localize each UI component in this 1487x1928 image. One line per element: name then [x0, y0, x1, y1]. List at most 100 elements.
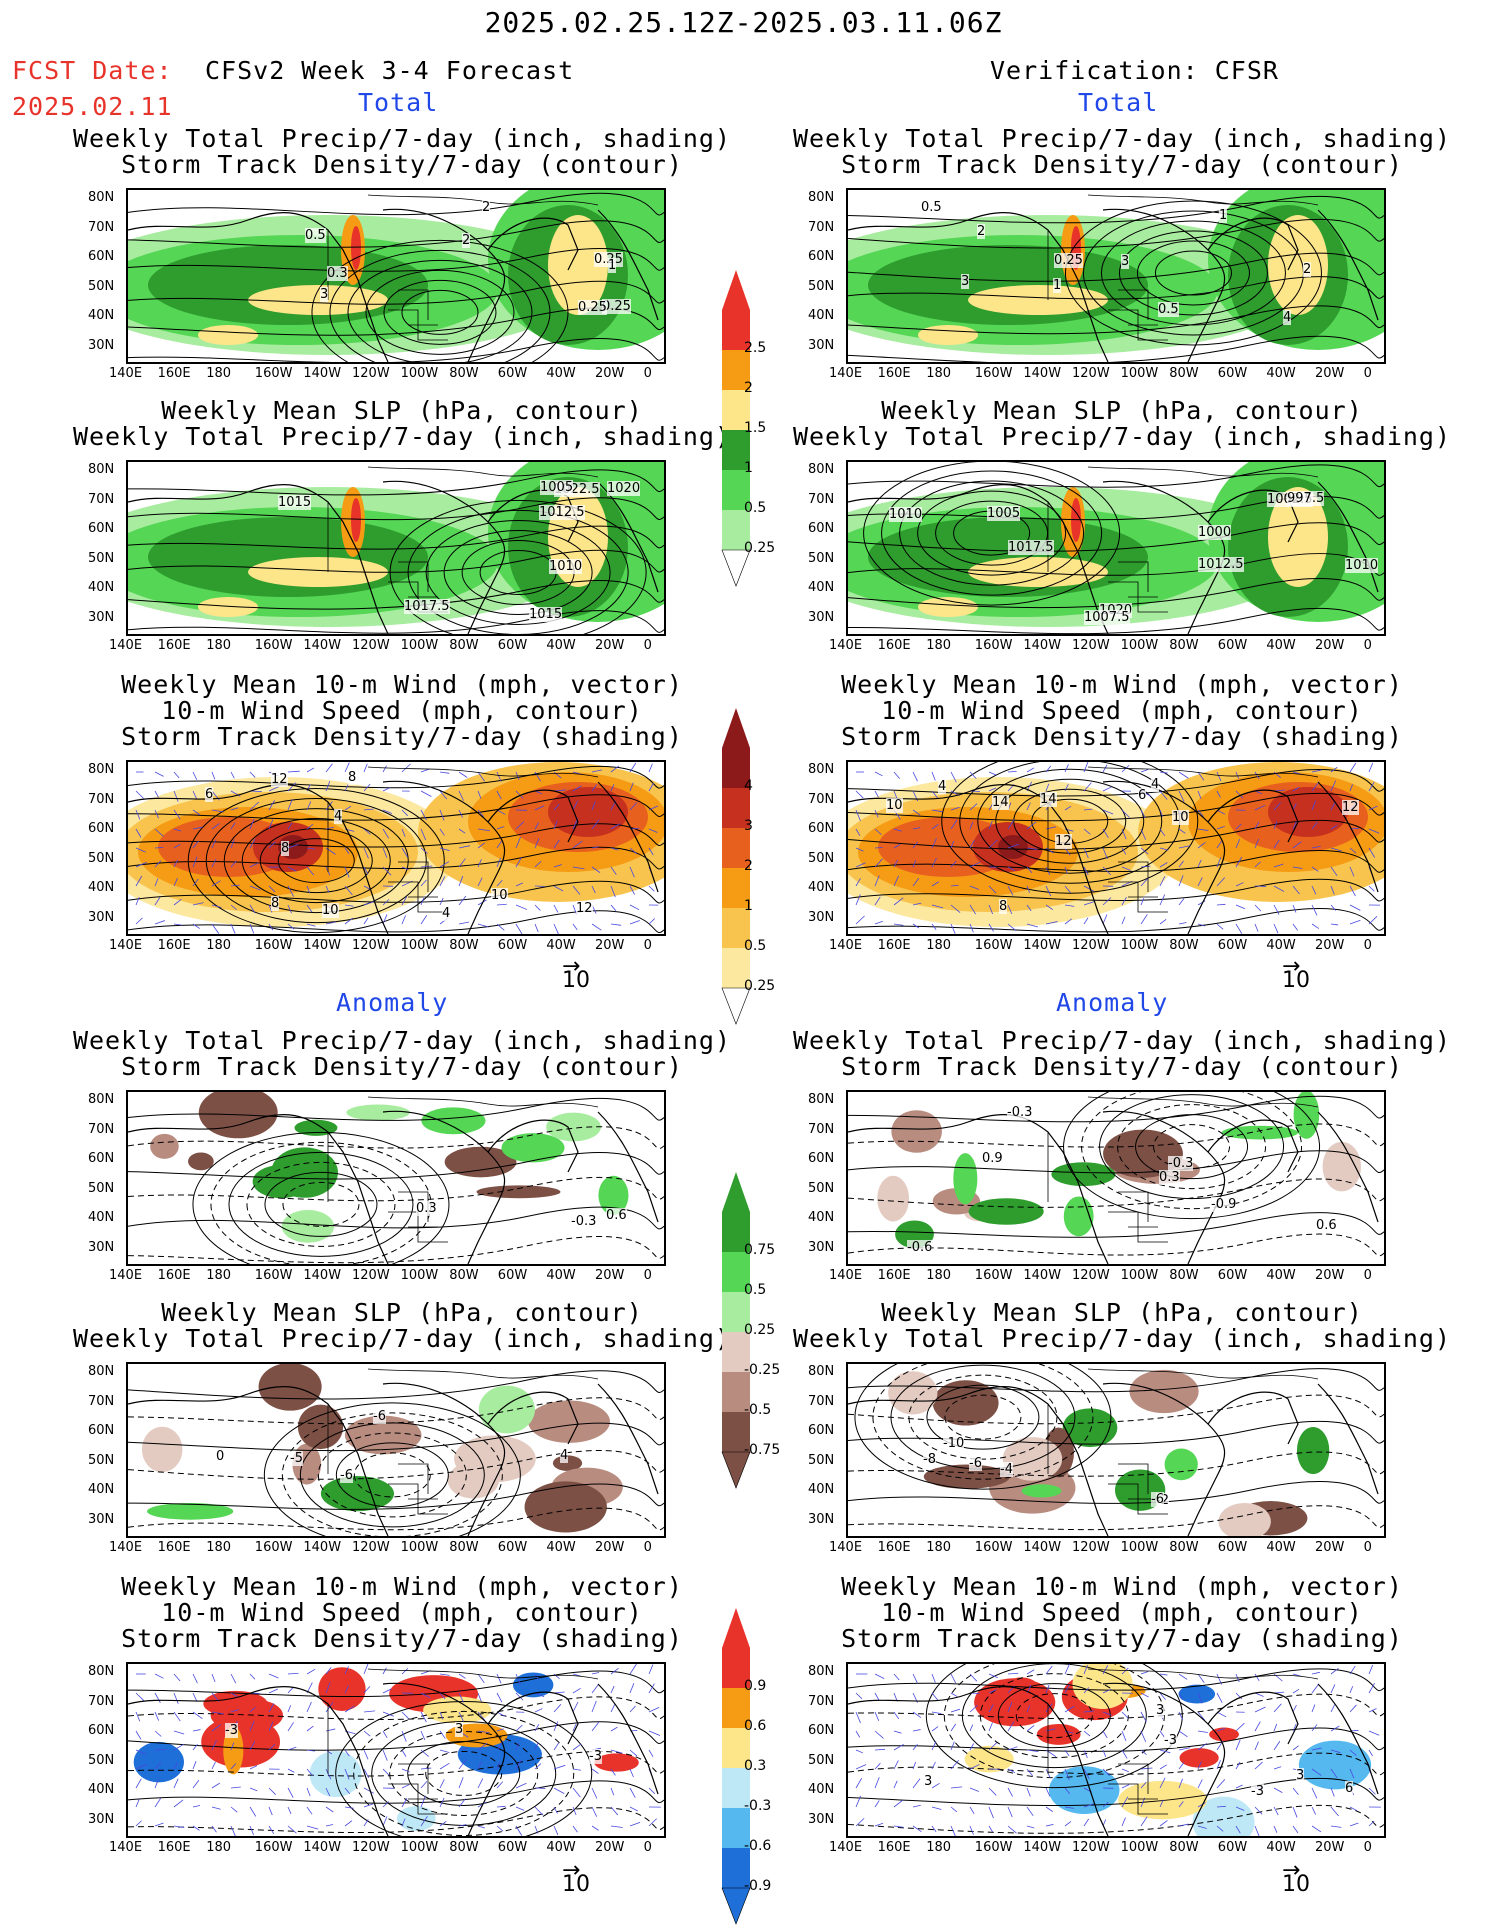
colorbar-storm_total	[721, 708, 751, 1025]
panel-r0-c1-map	[846, 188, 1386, 364]
contour-label: 3	[320, 287, 329, 302]
lat-label: 50N	[808, 1752, 835, 1768]
contour-label: 997.5	[1287, 491, 1325, 506]
contour-label: 0.6	[606, 1208, 627, 1223]
lon-label: 80W	[1169, 366, 1199, 381]
lat-label: 60N	[808, 249, 835, 264]
contour-label: 1010	[889, 507, 923, 522]
lon-label: 180	[926, 366, 952, 381]
panel-r3-c1-map	[846, 1090, 1386, 1266]
contour-label: 0.25	[1054, 253, 1083, 268]
lat-label: 40N	[808, 1210, 835, 1225]
lat-label: 50N	[88, 278, 115, 294]
contour-label: 2	[482, 200, 491, 215]
lat-label: 80N	[88, 462, 115, 477]
lon-label: 100W	[400, 1268, 439, 1283]
lon-label: 160W	[974, 366, 1013, 381]
lon-label: 100W	[1120, 638, 1159, 653]
lon-label: 140W	[303, 1840, 342, 1855]
vector-ref-4: → 10	[1282, 1858, 1310, 1897]
lon-label: 0	[1363, 1840, 1372, 1855]
vector-ref-1: → 10	[562, 954, 590, 993]
lon-label: 100W	[400, 638, 439, 653]
lon-label: 140W	[303, 1540, 342, 1555]
contour-label: 6	[1345, 1781, 1354, 1796]
lon-label: 140E	[829, 1840, 863, 1855]
lon-label: 160E	[157, 1540, 191, 1555]
lon-label: 140E	[109, 366, 143, 381]
panel-r3-c0-title: Weekly Total Precip/7-day (inch, shading…	[72, 1026, 732, 1081]
contour-label: 3	[1296, 1768, 1305, 1783]
colorbar-swatch	[722, 390, 750, 430]
lon-label: 140W	[1023, 366, 1062, 381]
colorbar-swatch	[722, 1728, 750, 1768]
lat-label: 30N	[808, 609, 835, 625]
lon-label: 0	[1363, 1268, 1372, 1283]
lat-label: 40N	[88, 1210, 115, 1225]
lon-label: 0	[643, 1540, 652, 1555]
colorbar-swatch	[722, 430, 750, 470]
lat-label: 80N	[808, 1664, 835, 1679]
lat-label: 30N	[88, 337, 115, 353]
colorbar-label: 0.75	[744, 1242, 776, 1258]
lon-label: 0	[643, 366, 652, 381]
contour-label: 12	[1342, 800, 1359, 815]
lat-label: 70N	[88, 1121, 115, 1137]
contour-label: 8	[999, 899, 1008, 914]
lat-label: 70N	[808, 1393, 835, 1409]
contour-label: 4	[1151, 777, 1160, 792]
lon-label: 60W	[1217, 938, 1248, 953]
lon-label: 20W	[1315, 1268, 1345, 1283]
colorbar-swatch	[722, 1768, 750, 1808]
colorbar-label: 0.5	[744, 500, 767, 516]
colorbar-label: 2	[744, 380, 753, 396]
contour-label: -0.6	[907, 1240, 933, 1255]
lat-label: 80N	[88, 1092, 115, 1107]
contour-label: -3	[1251, 1784, 1264, 1799]
vector-ref-2: → 10	[1282, 954, 1310, 993]
colorbar-label: 1.5	[744, 420, 767, 436]
lat-label: 70N	[808, 491, 835, 507]
lat-label: 70N	[88, 219, 115, 235]
lon-label: 20W	[1315, 638, 1345, 653]
lon-label: 120W	[352, 366, 390, 381]
lon-label: 80W	[449, 1540, 479, 1555]
lon-label: 40W	[1266, 1268, 1296, 1283]
lon-label: 100W	[1120, 366, 1159, 381]
contour-label: 0.3	[416, 1201, 437, 1216]
lon-label: 140W	[1023, 938, 1062, 953]
lat-label: 30N	[808, 1811, 835, 1827]
colorbar-label: 0.25	[744, 1322, 776, 1338]
lat-label: 70N	[808, 1693, 835, 1709]
lon-label: 180	[206, 1268, 232, 1283]
lon-label: 180	[206, 1840, 232, 1855]
lon-label: 160W	[974, 638, 1013, 653]
lat-label: 60N	[808, 1723, 835, 1738]
lon-label: 100W	[400, 1540, 439, 1555]
lat-label: 30N	[88, 1239, 115, 1255]
lat-label: 30N	[808, 1511, 835, 1527]
lat-label: 30N	[88, 909, 115, 925]
section-total-right: Total	[1078, 88, 1159, 117]
panel-r1-c0-title: Weekly Mean SLP (hPa, contour) Weekly To…	[72, 396, 732, 451]
lon-label: 120W	[352, 1268, 390, 1283]
colorbar-label: -0.5	[744, 1402, 772, 1418]
lat-label: 60N	[88, 1723, 115, 1738]
colorbar-swatch	[722, 1332, 750, 1372]
lat-label: 50N	[808, 1180, 835, 1196]
lat-label: 70N	[88, 1693, 115, 1709]
lon-label: 160W	[254, 1840, 293, 1855]
lon-label: 160E	[157, 638, 191, 653]
colorbar-swatch	[722, 1808, 750, 1848]
lon-label: 140E	[829, 1540, 863, 1555]
colorbar-swatch	[722, 908, 750, 948]
colorbar-swatch	[722, 788, 750, 828]
lat-label: 50N	[88, 1180, 115, 1196]
lon-label: 40W	[546, 1268, 576, 1283]
contour-label: 6	[205, 787, 214, 802]
lat-label: 30N	[808, 337, 835, 353]
lon-label: 0	[643, 638, 652, 653]
lon-label: 180	[926, 1540, 952, 1555]
contour-label: 2	[977, 224, 986, 239]
lat-label: 50N	[808, 550, 835, 566]
